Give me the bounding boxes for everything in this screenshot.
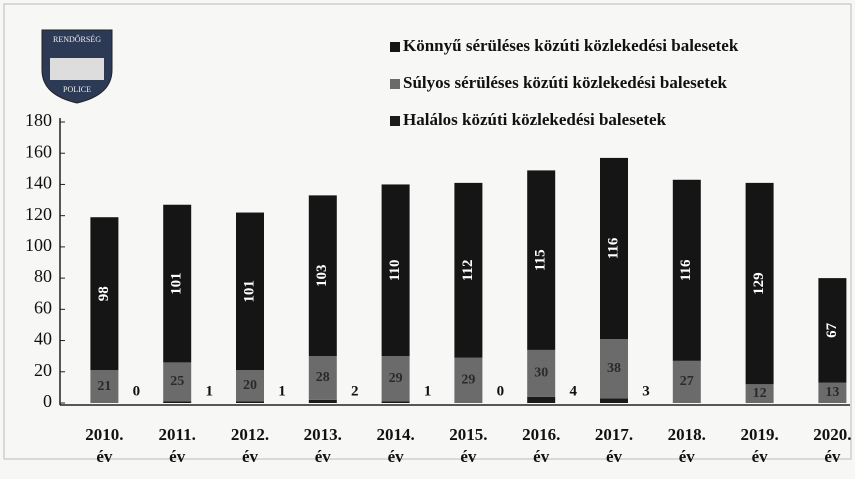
value-label: 1 <box>278 383 286 399</box>
value-label: 30 <box>534 366 548 381</box>
bar-segment <box>600 157 628 339</box>
bar-segment <box>163 401 192 403</box>
value-label: 3 <box>642 383 650 399</box>
value-label: 12 <box>753 386 767 401</box>
value-label: 101 <box>241 280 257 303</box>
value-label: 0 <box>133 383 141 399</box>
value-label: 98 <box>96 286 112 301</box>
y-tick-label: 80 <box>34 266 52 286</box>
y-tick-label: 20 <box>34 360 52 380</box>
legend-marker <box>390 116 400 126</box>
x-tick-label: 2012. év <box>230 425 270 466</box>
bar-segment <box>672 360 701 403</box>
value-label: 29 <box>389 371 403 386</box>
x-tick-label: 2019. év <box>740 425 779 466</box>
bar-segment <box>745 182 774 385</box>
x-tick-label: 2018. év <box>667 425 706 466</box>
bar-segment <box>308 195 337 357</box>
bar-segment <box>236 212 264 371</box>
value-label: 2 <box>351 383 359 399</box>
value-label: 112 <box>460 259 476 281</box>
value-label: 129 <box>751 272 767 295</box>
x-tick-label: 2020. év <box>813 425 852 466</box>
bar-segment <box>600 398 628 403</box>
value-label: 4 <box>569 383 577 399</box>
bar-segment <box>527 396 556 403</box>
value-label: 101 <box>169 272 185 295</box>
y-tick-label: 40 <box>34 329 52 349</box>
bar-segment <box>527 170 556 350</box>
bar-segment <box>454 357 483 403</box>
y-tick-label: 100 <box>25 235 52 255</box>
value-label: 0 <box>497 383 505 399</box>
value-label: 28 <box>316 370 330 385</box>
value-label: 1 <box>424 383 432 399</box>
bar-segment <box>163 204 192 363</box>
bar-segment <box>381 401 410 403</box>
x-tick-label: 2017. év <box>594 425 634 466</box>
bar-segment <box>600 338 628 399</box>
bar-segment <box>672 179 701 361</box>
x-tick-label: 2011. év <box>158 425 196 466</box>
value-label: 115 <box>533 249 549 271</box>
y-tick-label: 180 <box>25 110 52 130</box>
value-label: 1 <box>205 383 213 399</box>
bar-segment <box>818 278 847 383</box>
bar-segment <box>527 349 556 397</box>
legend-marker <box>390 42 400 52</box>
value-label: 38 <box>607 361 621 376</box>
logo-text: POLICE <box>63 85 91 94</box>
value-label: 29 <box>461 373 475 388</box>
frame <box>3 3 852 460</box>
value-label: 13 <box>825 385 839 400</box>
y-tick-label: 140 <box>25 173 52 193</box>
x-tick-label: 2014. év <box>376 425 415 466</box>
bar-segment <box>236 401 264 403</box>
bar-segment <box>308 356 337 400</box>
bar-segment <box>90 370 119 403</box>
value-label: 27 <box>680 374 694 389</box>
legend-label: Halálos közúti közlekedési balesetek <box>403 110 667 129</box>
y-tick-label: 60 <box>34 297 52 317</box>
bar-segment <box>236 370 264 402</box>
logo-text: RENDŐRSÉG <box>53 34 101 44</box>
x-tick-label: 2013. év <box>303 425 342 466</box>
bar-segment <box>308 399 337 403</box>
value-label: 116 <box>605 237 621 259</box>
y-tick-label: 120 <box>25 204 52 224</box>
bar-segment <box>381 356 410 402</box>
value-label: 103 <box>314 265 330 288</box>
bar-segment <box>745 384 774 403</box>
x-tick-label: 2016. év <box>522 425 561 466</box>
value-label: 20 <box>243 378 257 393</box>
bar-segment <box>163 362 192 402</box>
logo-stripes <box>50 58 104 80</box>
value-label: 67 <box>824 322 840 338</box>
value-label: 21 <box>97 379 111 394</box>
legend-label: Könnyű sérüléses közúti közlekedési bale… <box>403 36 739 55</box>
x-tick-label: 2015. év <box>449 425 488 466</box>
x-tick-label: 2010. év <box>85 425 124 466</box>
y-tick-label: 0 <box>43 391 52 411</box>
y-tick-label: 160 <box>25 141 52 161</box>
value-label: 116 <box>678 259 694 281</box>
value-label: 25 <box>170 374 184 389</box>
bar-segment <box>381 184 410 357</box>
bar-segment <box>90 217 119 371</box>
bar-segment <box>818 382 847 403</box>
legend-marker <box>390 79 400 89</box>
value-label: 110 <box>387 259 403 281</box>
bar-segment <box>454 182 483 358</box>
legend-label: Súlyos sérüléses közúti közlekedési bale… <box>403 73 727 92</box>
